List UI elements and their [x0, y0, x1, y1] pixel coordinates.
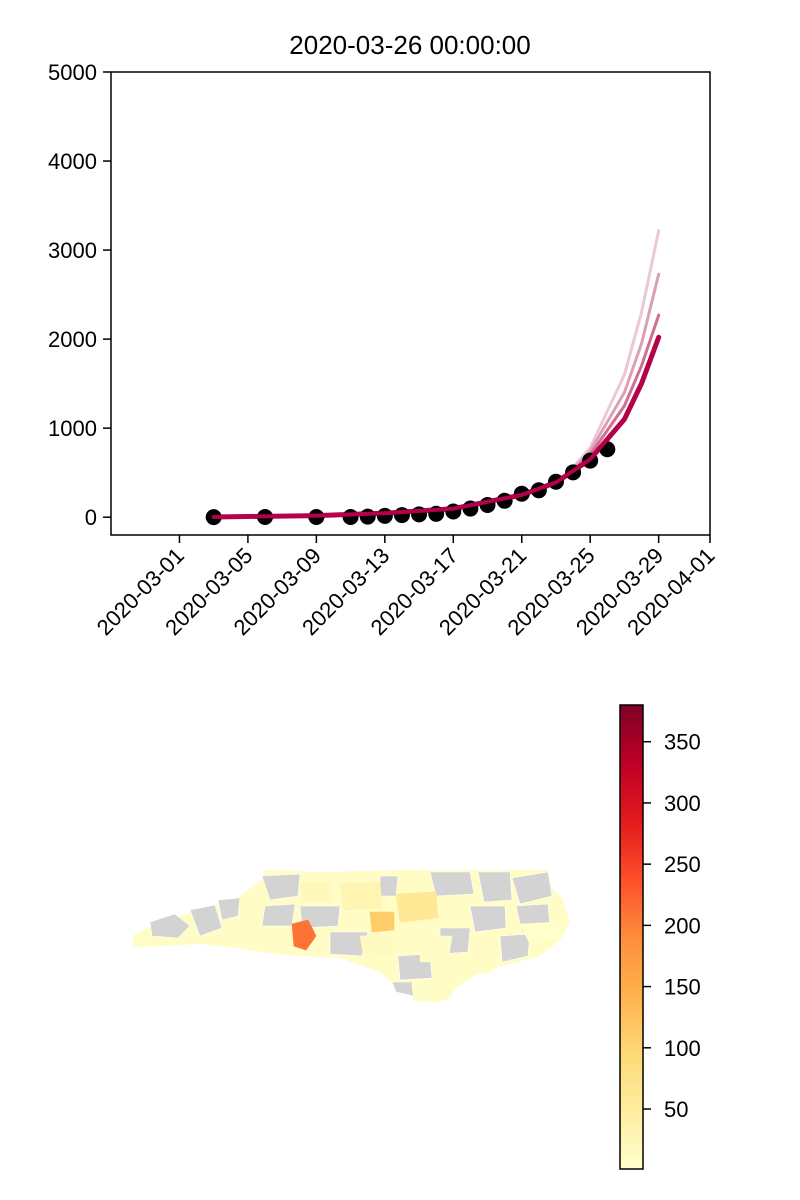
y-tick-label: 0 — [85, 505, 97, 530]
county-region — [231, 917, 261, 941]
county-no-data — [329, 931, 369, 957]
county-region — [419, 935, 453, 963]
fit-line — [571, 229, 661, 469]
plot-frame — [110, 71, 711, 536]
county-no-data — [499, 933, 531, 963]
county-no-data — [299, 905, 341, 929]
north-carolina-county-map — [132, 870, 570, 1003]
county-region — [133, 933, 153, 948]
colorbar-tick-label: 250 — [664, 852, 701, 877]
county-region — [411, 985, 447, 1003]
county-no-data — [379, 875, 399, 897]
y-tick-label: 3000 — [48, 238, 97, 263]
county-no-data — [217, 897, 241, 921]
county-no-data — [511, 871, 553, 905]
county-region — [519, 921, 563, 945]
chart-title: 2020-03-26 00:00:00 — [289, 30, 530, 60]
county-region — [459, 953, 495, 977]
colorbar-tick-label: 150 — [664, 975, 701, 1000]
time-series-chart: 2020-03-26 00:00:00 2020-03-012020-03-05… — [48, 30, 720, 640]
colorbar-tick-label: 200 — [664, 913, 701, 938]
observed-point — [359, 508, 376, 525]
county-region — [339, 881, 383, 911]
colorbar-tick-label: 350 — [664, 730, 701, 755]
county-no-data — [261, 873, 301, 901]
county-no-data — [261, 903, 296, 927]
county-region — [299, 881, 333, 903]
county-no-data — [189, 904, 223, 937]
fit-line-main — [211, 335, 661, 519]
plot-area — [110, 71, 711, 536]
colorbar-tick-label: 300 — [664, 791, 701, 816]
county-region — [359, 933, 395, 959]
fit-line — [211, 334, 662, 520]
x-axis-ticks: 2020-03-012020-03-052020-03-092020-03-13… — [92, 535, 720, 640]
observed-point — [393, 507, 410, 524]
county-no-data — [149, 913, 191, 939]
y-tick-label: 2000 — [48, 327, 97, 352]
y-tick-label: 4000 — [48, 149, 97, 174]
county-region — [395, 891, 439, 923]
county-map-figure: 50 100 150 200 250 300 350 — [132, 704, 701, 1170]
county-region — [369, 911, 395, 933]
observed-point — [376, 507, 393, 524]
colorbar-ticks: 50 100 150 200 250 300 350 — [643, 730, 701, 1122]
county-no-data — [391, 981, 415, 997]
observed-point — [342, 509, 359, 526]
county-region — [291, 919, 317, 951]
y-tick-label: 1000 — [48, 416, 97, 441]
y-tick-label: 5000 — [48, 60, 97, 85]
county-no-data — [477, 871, 513, 903]
colorbar-tick-label: 50 — [664, 1097, 688, 1122]
colorbar-tick-label: 100 — [664, 1036, 701, 1061]
county-no-data — [469, 905, 507, 933]
colorbar — [619, 704, 644, 1170]
y-axis-ticks: 0 1000 2000 3000 4000 5000 — [48, 60, 111, 530]
county-no-data — [429, 871, 475, 897]
